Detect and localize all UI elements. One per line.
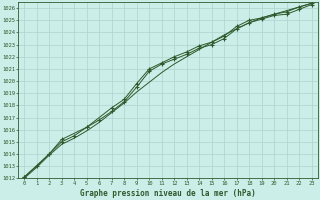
X-axis label: Graphe pression niveau de la mer (hPa): Graphe pression niveau de la mer (hPa)	[80, 189, 256, 198]
